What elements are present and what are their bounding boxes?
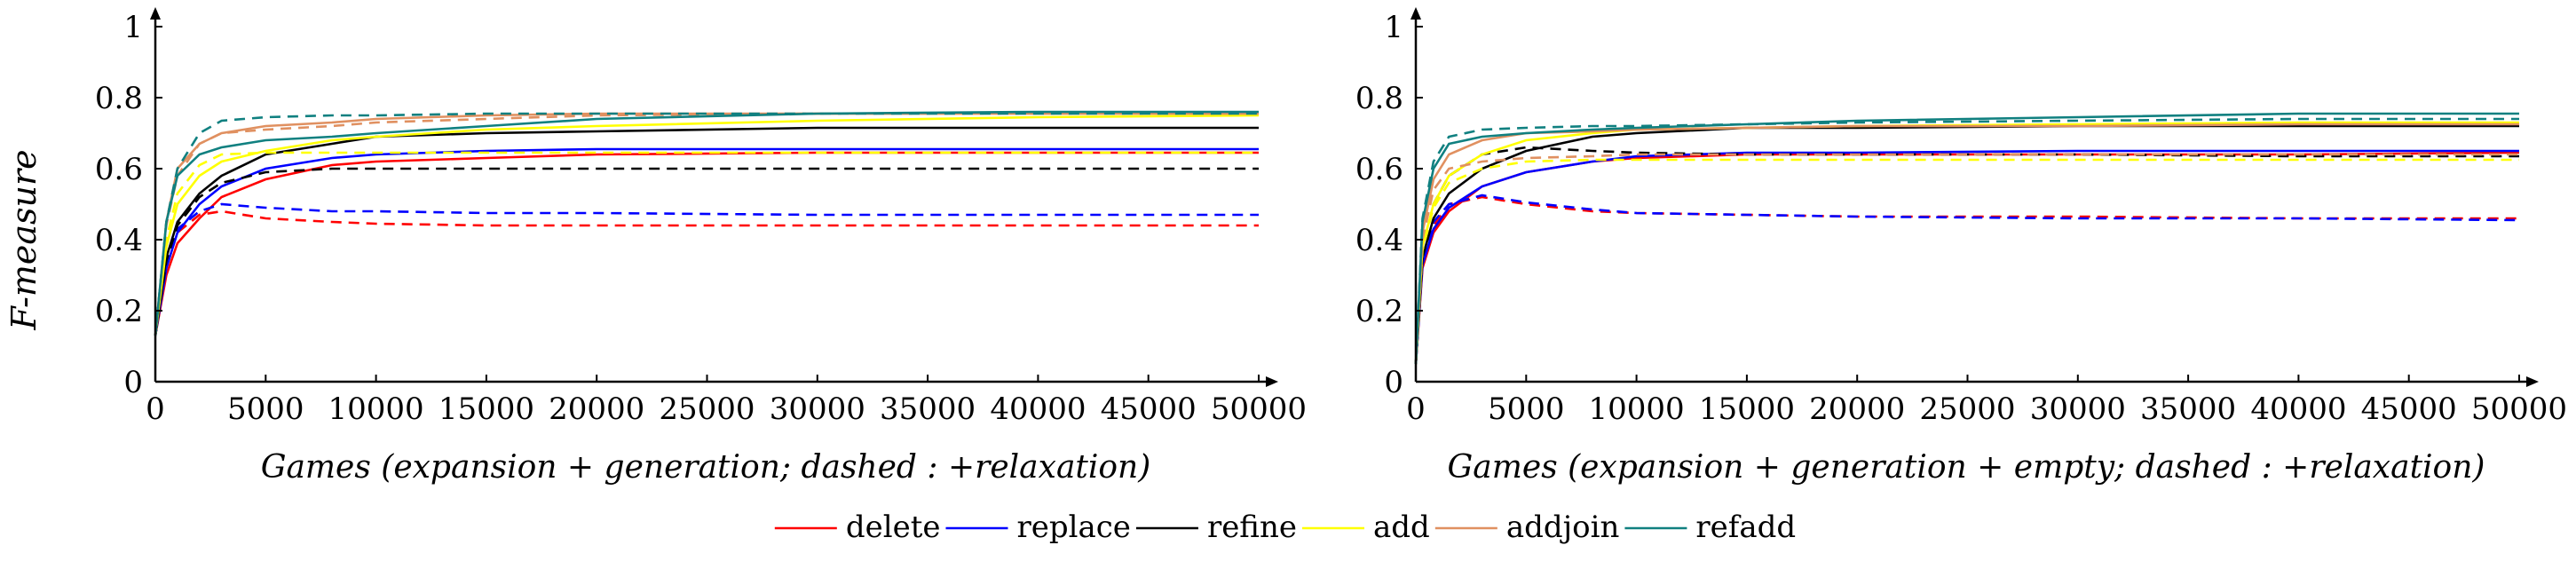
p1-y-tick-label: 0.4 [1355, 223, 1403, 258]
p0-x-axis-arrow [1266, 376, 1278, 387]
p0-x-tick-label: 5000 [227, 391, 304, 427]
p1-x-tick-label: 5000 [1488, 391, 1565, 427]
p1-y-tick-label: 0.6 [1355, 152, 1403, 187]
p0-series-replace-dashed [154, 202, 1259, 336]
p0-x-tick-label: 15000 [439, 391, 534, 427]
p0-x-tick-label: 20000 [549, 391, 644, 427]
legend-label-addjoin: addjoin [1506, 510, 1620, 545]
p0-x-tick-label: 35000 [880, 391, 976, 427]
p1-x-tick-label: 40000 [2250, 391, 2346, 427]
right-xlabel: Games (expansion + generation + empty; d… [1448, 449, 2485, 486]
p1-series-refine-dashed [1414, 146, 2519, 365]
p1-y-tick-label: 0.2 [1355, 294, 1403, 329]
p0-y-axis-arrow [150, 7, 161, 20]
p0-x-tick-label: 40000 [990, 391, 1086, 427]
p1-series-delete-solid [1414, 151, 2520, 365]
p1-series-refine-solid [1414, 124, 2519, 365]
p1-series-addjoin-solid [1414, 122, 2519, 365]
p1-series-refadd-solid [1414, 112, 2519, 365]
p0-series-refine-dashed [154, 167, 1259, 336]
p1-x-tick-label: 0 [1406, 391, 1426, 427]
p1-x-tick-label: 25000 [1919, 391, 2015, 427]
p1-series-replace-solid [1414, 149, 2519, 365]
p1-series-refadd-dashed [1414, 117, 2519, 365]
p1-x-tick-label: 10000 [1589, 391, 1685, 427]
p0-series-refadd-solid [154, 110, 1259, 336]
p1-y-axis-arrow [1410, 7, 1421, 20]
legend-label-add: add [1373, 510, 1430, 545]
p0-y-tick-label: 0.6 [95, 152, 143, 187]
p0-series-replace-solid [154, 147, 1259, 336]
p0-y-tick-label: 0.2 [95, 294, 143, 329]
p1-x-tick-label: 35000 [2140, 391, 2236, 427]
p0-x-tick-label: 30000 [770, 391, 865, 427]
p1-y-tick-label: 0 [1384, 365, 1403, 400]
p1-x-tick-label: 20000 [1809, 391, 1905, 427]
p0-y-tick-label: 0.4 [95, 223, 143, 258]
legend-label-refine: refine [1207, 510, 1297, 545]
p1-x-tick-label: 15000 [1699, 391, 1795, 427]
left-xlabel: Games (expansion + generation; dashed : … [261, 449, 1151, 486]
p0-y-tick-label: 0 [123, 365, 143, 400]
p0-series-delete-solid [154, 151, 1259, 336]
legend-label-refadd: refadd [1695, 510, 1796, 545]
legend-label-replace: replace [1016, 510, 1130, 545]
p1-y-tick-label: 0.8 [1355, 81, 1403, 116]
left-ylabel: F-measure [4, 149, 43, 330]
legend: delete replace refine add addjoin refadd [774, 510, 1796, 545]
right-panel: 0 5000 10000 15000 20000 25000 30000 35000 40000… [1355, 7, 2567, 486]
p1-series-add-solid [1414, 121, 2519, 365]
left-panel: F-measure 0 5000 10000 15000 20000 25000 30000… [4, 7, 1307, 486]
p1-x-axis-arrow [2526, 376, 2539, 387]
p0-x-tick-label: 45000 [1101, 391, 1197, 427]
p0-series-refine-solid [154, 126, 1259, 336]
p0-x-tick-label: 0 [146, 391, 165, 427]
p0-x-tick-label: 10000 [328, 391, 424, 427]
legend-label-delete: delete [846, 510, 941, 545]
p1-y-tick-label: 1 [1384, 10, 1403, 45]
p0-series-delete-dashed [154, 209, 1259, 336]
p0-x-tick-label: 50000 [1211, 391, 1307, 427]
p1-series-add-dashed [1414, 158, 2519, 365]
right-plot-area: 0 5000 10000 15000 20000 25000 30000 35000 40000… [1355, 7, 2567, 427]
left-plot-area: 0 5000 10000 15000 20000 25000 30000 35000 40000… [95, 7, 1307, 427]
p1-x-tick-label: 45000 [2361, 391, 2457, 427]
p0-series-refadd-dashed [154, 112, 1259, 336]
p1-series-addjoin-dashed [1414, 153, 2519, 365]
p1-x-tick-label: 30000 [2030, 391, 2126, 427]
p0-y-tick-label: 1 [123, 10, 143, 45]
p1-series-delete-dashed [1414, 195, 2519, 365]
p0-series-add-solid [154, 114, 1260, 336]
p0-x-tick-label: 25000 [659, 391, 755, 427]
p1-x-tick-label: 50000 [2471, 391, 2567, 427]
p0-y-tick-label: 0.8 [95, 81, 143, 116]
p0-series-add-dashed [154, 151, 1259, 336]
p1-series-replace-dashed [1414, 194, 2520, 365]
